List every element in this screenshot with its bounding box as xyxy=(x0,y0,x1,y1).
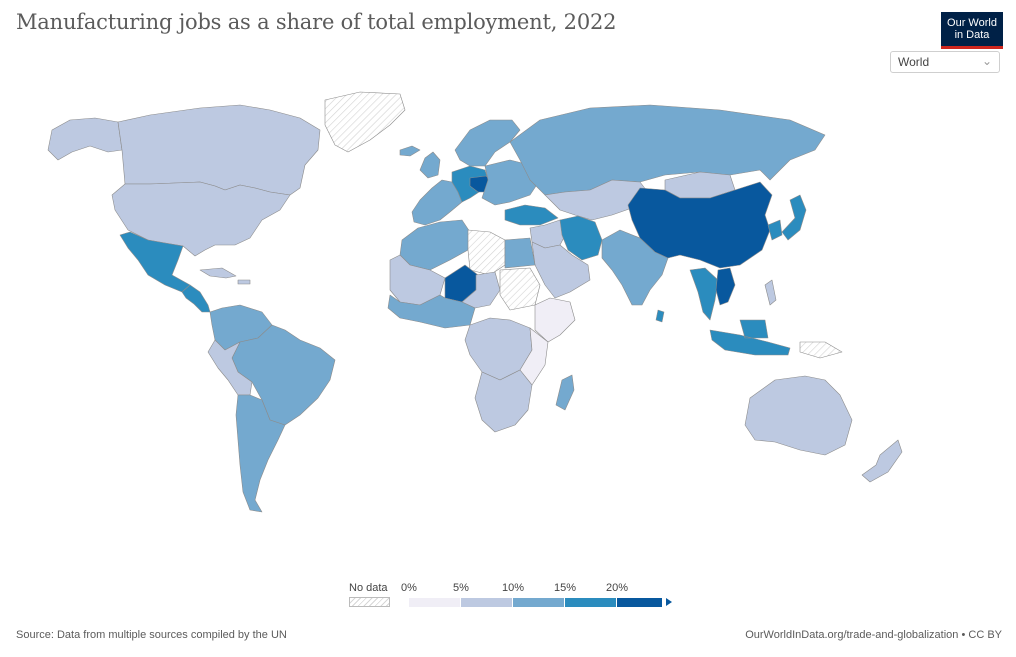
region-horn-of-africa[interactable] xyxy=(534,297,576,343)
legend-tick-label: 10% xyxy=(501,582,525,594)
world-map[interactable] xyxy=(0,80,1016,580)
region-canada[interactable] xyxy=(117,104,321,196)
region-greenland[interactable] xyxy=(324,91,406,153)
region-mexico[interactable] xyxy=(119,231,191,293)
legend-bin xyxy=(565,598,617,607)
region-turkey[interactable] xyxy=(504,204,559,226)
logo-line-2: in Data xyxy=(954,29,990,41)
chart-title: Manufacturing jobs as a share of total e… xyxy=(16,10,617,34)
legend-tick-label: 5% xyxy=(453,582,469,594)
region-australia[interactable] xyxy=(744,375,853,456)
legend-tick-label: 20% xyxy=(605,582,629,594)
region-sri-lanka[interactable] xyxy=(655,309,665,323)
region-usa[interactable] xyxy=(111,181,291,257)
region-north-africa-west[interactable] xyxy=(399,219,471,271)
region-philippines[interactable] xyxy=(764,279,777,306)
region-select-value: World xyxy=(898,55,930,69)
legend-tick-label: 15% xyxy=(553,582,577,594)
region-china[interactable] xyxy=(627,181,773,269)
region-iran[interactable] xyxy=(559,215,603,261)
legend-bin xyxy=(461,598,513,607)
region-madagascar[interactable] xyxy=(555,374,575,411)
region-western-europe[interactable] xyxy=(411,179,463,226)
region-papua[interactable] xyxy=(799,341,843,359)
region-alaska[interactable] xyxy=(47,117,123,161)
region-korea-japan[interactable] xyxy=(767,194,807,241)
region-indonesia-malaysia[interactable] xyxy=(709,319,791,356)
legend-bin xyxy=(513,598,565,607)
region-new-zealand[interactable] xyxy=(861,439,903,483)
region-southern-africa[interactable] xyxy=(474,369,533,433)
legend-bin xyxy=(409,598,461,607)
legend-tick-label: 0% xyxy=(401,582,417,594)
legend-nodata-swatch xyxy=(349,597,390,607)
region-arabia[interactable] xyxy=(531,241,591,299)
region-peru-bolivia[interactable] xyxy=(207,339,253,396)
region-egypt[interactable] xyxy=(504,237,536,269)
region-vietnam[interactable] xyxy=(715,267,736,306)
region-select[interactable]: World ⌄ xyxy=(890,51,1000,73)
logo-line-1: Our World xyxy=(947,17,997,29)
license-link[interactable]: OurWorldInData.org/trade-and-globalizati… xyxy=(745,629,1002,641)
region-sahel-west[interactable] xyxy=(389,254,446,306)
region-sudan[interactable] xyxy=(499,267,541,311)
source-note: Source: Data from multiple sources compi… xyxy=(16,629,287,641)
legend-nodata-label: No data xyxy=(349,582,388,594)
region-libya[interactable] xyxy=(467,229,506,276)
legend-arrow-icon xyxy=(666,598,672,606)
region-caribbean[interactable] xyxy=(199,267,251,285)
region-uk-ireland[interactable] xyxy=(419,151,441,179)
region-iceland[interactable] xyxy=(399,145,421,157)
region-southeast-asia[interactable] xyxy=(689,267,719,321)
legend-bin xyxy=(617,598,663,607)
region-central-america[interactable] xyxy=(181,284,211,313)
owid-logo[interactable]: Our World in Data xyxy=(941,12,1003,49)
region-west-africa-coast[interactable] xyxy=(387,294,476,329)
region-argentina-chile[interactable] xyxy=(235,394,286,513)
chevron-down-icon: ⌄ xyxy=(981,54,992,68)
region-chad-sudan[interactable] xyxy=(461,271,501,309)
